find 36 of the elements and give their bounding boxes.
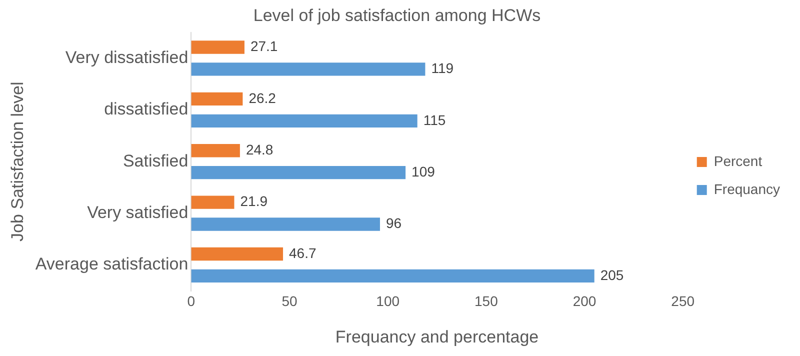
data-label: 46.7 xyxy=(289,244,316,261)
bar xyxy=(191,196,234,209)
y-tick-label: Satisfied xyxy=(122,151,188,170)
data-label: 119 xyxy=(431,60,454,76)
y-tick-label: Average satisfaction xyxy=(35,254,188,274)
y-tick-label: dissatisfied xyxy=(104,100,188,119)
data-label: 21.9 xyxy=(240,193,268,210)
bar xyxy=(191,92,243,106)
data-label: 109 xyxy=(412,163,436,180)
bar xyxy=(191,269,594,283)
chart-title: Level of job satisfaction among HCWs xyxy=(253,6,541,25)
y-axis-title: Job Satisfaction level xyxy=(8,82,27,242)
bar xyxy=(191,166,406,180)
x-tick-label: 50 xyxy=(282,293,298,310)
legend-label: Percent xyxy=(714,152,762,169)
x-tick-label: 0 xyxy=(187,293,196,310)
bar xyxy=(191,218,380,231)
data-label: 115 xyxy=(423,112,446,128)
x-axis-title: Frequancy and percentage xyxy=(335,327,539,346)
x-tick-label: 200 xyxy=(572,293,596,310)
bar xyxy=(191,144,240,158)
data-label: 27.1 xyxy=(250,38,278,54)
data-label: 96 xyxy=(386,215,402,232)
y-tick-label: Very satisfied xyxy=(87,202,188,222)
legend-label: Frequancy xyxy=(714,180,780,197)
x-tick-label: 150 xyxy=(474,293,498,310)
data-label: 26.2 xyxy=(248,90,276,106)
data-label: 24.8 xyxy=(246,141,274,158)
data-label: 205 xyxy=(600,266,624,283)
bar xyxy=(191,62,426,76)
x-tick-label: 250 xyxy=(671,293,695,310)
bar xyxy=(191,40,244,54)
x-tick-label: 100 xyxy=(376,293,400,310)
bar xyxy=(191,247,284,261)
bar xyxy=(191,114,418,128)
y-tick-label: Very dissatisfied xyxy=(65,48,188,67)
